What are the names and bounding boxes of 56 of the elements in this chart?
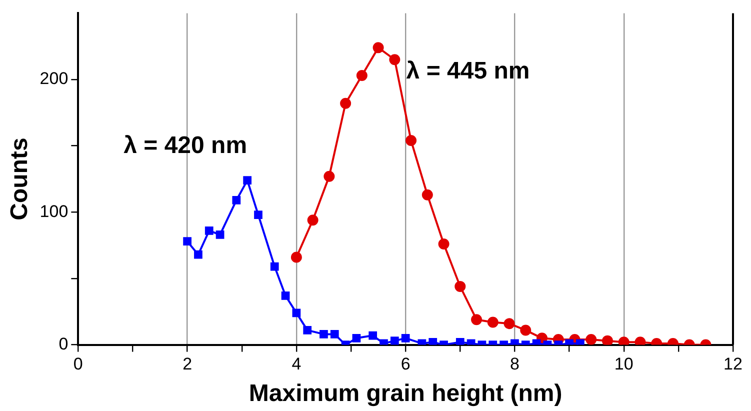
point — [324, 170, 335, 182]
point — [372, 42, 384, 54]
point — [586, 334, 597, 345]
point — [204, 226, 214, 235]
x-tick-label: 4 — [292, 354, 302, 374]
point — [254, 210, 262, 219]
point — [634, 336, 646, 345]
point — [292, 308, 301, 318]
point — [406, 135, 417, 146]
point — [340, 98, 352, 109]
point — [576, 339, 584, 345]
point — [389, 54, 400, 66]
y-axis-title: Counts — [6, 138, 34, 220]
point — [602, 335, 613, 345]
y-tick-label: 200 — [40, 69, 68, 88]
point — [368, 331, 378, 340]
point — [520, 324, 532, 336]
point — [454, 280, 466, 292]
x-tick-label: 12 — [724, 354, 742, 374]
x-tick-label: 10 — [614, 354, 634, 374]
point — [504, 318, 515, 330]
point — [320, 330, 328, 338]
point — [303, 326, 312, 334]
point — [216, 230, 224, 239]
y-tick-label: 0 — [58, 334, 68, 354]
point — [456, 338, 464, 345]
point — [401, 334, 410, 342]
x-tick-label: 8 — [510, 354, 520, 374]
point — [183, 237, 192, 246]
point — [618, 336, 630, 345]
point — [330, 330, 339, 338]
point — [390, 336, 399, 345]
point — [565, 339, 574, 345]
point — [438, 238, 450, 250]
point — [270, 262, 279, 271]
y-tick-label: 100 — [40, 202, 68, 221]
x-axis-title: Maximum grain height (nm) — [248, 380, 562, 408]
point — [232, 196, 241, 204]
series-label: λ = 445 nm — [406, 57, 530, 84]
point — [281, 292, 290, 300]
point — [290, 252, 302, 263]
x-tick-label: 0 — [73, 354, 83, 374]
point — [422, 189, 433, 200]
point — [307, 214, 318, 226]
series-label: λ = 420 nm — [124, 132, 248, 159]
point — [487, 316, 498, 328]
point — [510, 339, 519, 345]
point — [243, 176, 252, 185]
point — [194, 250, 202, 259]
point — [352, 334, 361, 342]
x-tick-label: 2 — [182, 354, 192, 374]
point — [428, 338, 438, 345]
point — [380, 339, 388, 345]
x-tick-label: 6 — [400, 354, 410, 374]
point — [356, 70, 368, 82]
point — [471, 314, 482, 326]
